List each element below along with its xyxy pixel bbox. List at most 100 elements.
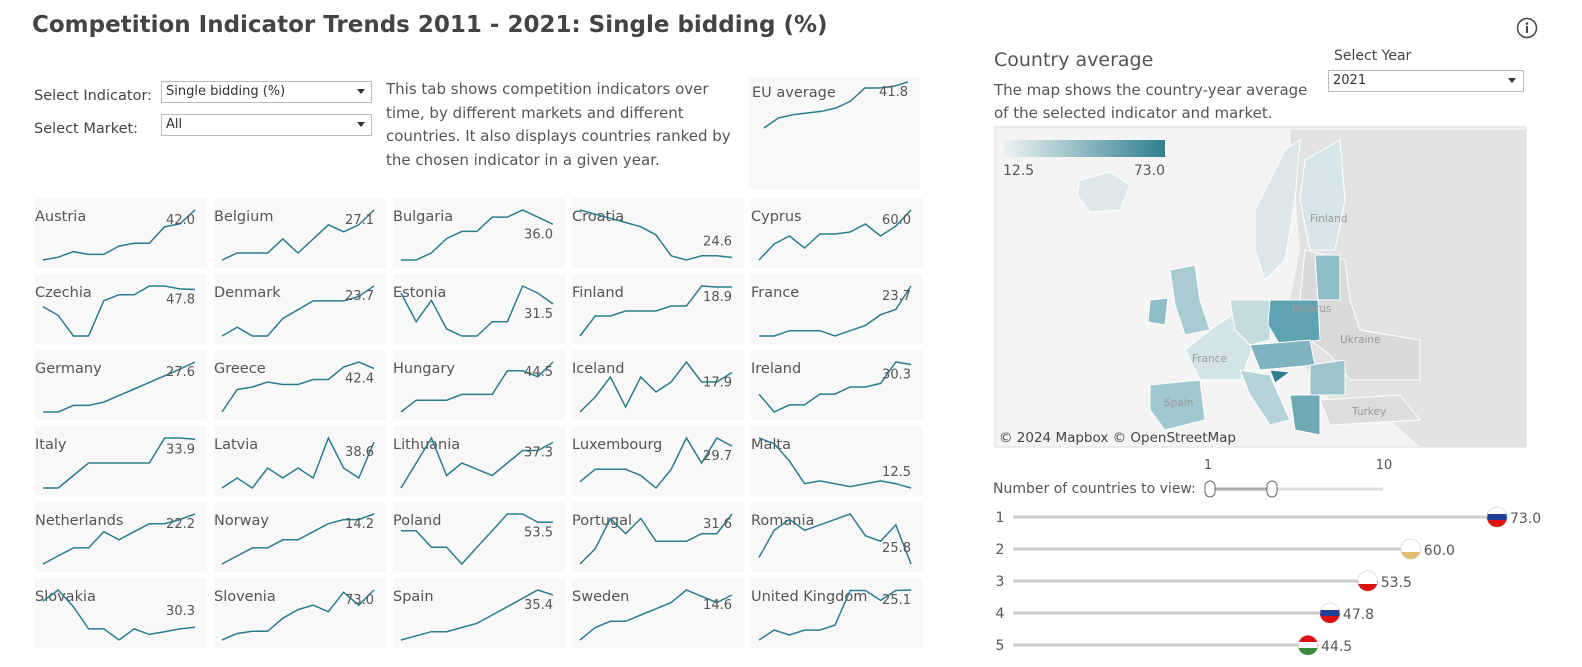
panel-title: Norway <box>214 513 269 529</box>
rank-value-label: 60.0 <box>1424 543 1455 559</box>
panel-background <box>751 502 923 572</box>
sparkline <box>400 436 554 489</box>
rank-label: 5 <box>996 638 1005 654</box>
panel-title: Slovakia <box>35 589 96 605</box>
map-description: The map shows the country-year average o… <box>994 81 1308 122</box>
panel-background <box>751 198 923 268</box>
value-label: 27.6 <box>166 365 195 380</box>
legend-max: 73.0 <box>1134 163 1165 179</box>
panel-title: Slovenia <box>214 589 276 605</box>
sparkline <box>758 361 912 413</box>
map-attribution: © 2024 Mapbox © OpenStreetMap <box>999 430 1236 446</box>
value-label: 25.8 <box>882 541 911 556</box>
description: This tab shows competition indicators ov… <box>386 80 731 169</box>
sparkline <box>400 589 554 641</box>
panel-title: Denmark <box>214 285 281 301</box>
panel-background <box>214 502 386 572</box>
dropdown-value: Single bidding (%) <box>166 84 286 99</box>
flag <box>1297 634 1319 656</box>
panel-title: Croatia <box>572 209 624 225</box>
sparkline <box>758 437 912 489</box>
value-label: 60.0 <box>882 213 911 228</box>
slider-tick-label: 1 <box>1204 458 1212 473</box>
sparkline <box>401 513 553 566</box>
panel-title: Estonia <box>393 285 446 301</box>
sparkline <box>758 209 912 261</box>
map-place-label: Ukraine <box>1340 334 1381 346</box>
value-label: 27.1 <box>345 213 374 228</box>
panel-background <box>749 77 920 189</box>
panel-title: Greece <box>214 361 266 377</box>
map-place-label: Spain <box>1164 397 1193 409</box>
value-label: 31.6 <box>703 517 732 532</box>
panel-background <box>393 502 565 572</box>
market-dropdown[interactable]: All <box>161 114 372 136</box>
value-label: 23.7 <box>882 289 911 304</box>
flag <box>1400 549 1421 559</box>
panel-title: United Kingdom <box>751 589 867 605</box>
sparkline <box>579 285 732 337</box>
sparkline <box>579 360 733 413</box>
sparkline <box>579 589 733 641</box>
panel-title: Bulgaria <box>393 209 453 225</box>
value-label: 35.4 <box>524 598 553 613</box>
year-dropdown[interactable]: 2021 <box>1328 70 1524 92</box>
panel-background <box>751 350 923 420</box>
panel-title: France <box>751 285 799 301</box>
panel-background <box>393 350 565 420</box>
sparkline <box>401 209 554 261</box>
value-label: 31.5 <box>524 307 553 322</box>
panel-title: Poland <box>393 513 441 529</box>
panel-background <box>751 578 923 648</box>
slider[interactable] <box>1204 480 1383 498</box>
indicator-dropdown[interactable]: Single bidding (%) <box>161 81 372 103</box>
rank-label: 2 <box>996 542 1005 558</box>
panel-background <box>572 426 744 496</box>
sparkline <box>221 361 375 413</box>
panel-background <box>393 198 565 268</box>
flag <box>1400 538 1422 560</box>
slider-label: Number of countries to view: <box>993 481 1196 497</box>
value-label: 25.1 <box>882 593 911 608</box>
flag <box>1487 514 1507 520</box>
flag <box>1357 570 1379 592</box>
rank-label: 3 <box>996 574 1005 590</box>
panel-title: Austria <box>35 209 86 225</box>
map-place-label: Belarus <box>1292 303 1331 315</box>
sparkline <box>43 437 196 489</box>
panel-title: Czechia <box>35 285 92 301</box>
panel-background <box>214 274 386 344</box>
dropdown-value: All <box>166 117 183 132</box>
sparkline <box>763 81 909 129</box>
panel-background <box>393 578 565 648</box>
panel-title: Hungary <box>393 361 455 377</box>
flag <box>1357 581 1378 591</box>
panel-background <box>572 578 744 648</box>
panel-title: Germany <box>35 361 102 377</box>
map-place-label: Finland <box>1310 213 1348 225</box>
value-label: 22.2 <box>166 517 195 532</box>
value-label: 33.9 <box>166 442 195 457</box>
sparkline <box>42 588 196 641</box>
sparkline <box>221 589 375 641</box>
panel-title: Latvia <box>214 437 258 453</box>
panel-title: Netherlands <box>35 513 123 529</box>
value-label: 37.3 <box>524 445 553 460</box>
panel-title: Luxembourg <box>572 437 662 453</box>
panel-background <box>214 198 386 268</box>
sparkline <box>579 436 733 490</box>
sparkline <box>42 285 196 337</box>
flag <box>1298 645 1319 655</box>
sparkline <box>221 436 375 490</box>
panel-background <box>751 426 923 496</box>
panel-title: Lithuania <box>393 437 460 453</box>
info-icon[interactable] <box>1516 17 1538 39</box>
panel-title: Italy <box>35 437 67 453</box>
panel-background <box>393 426 565 496</box>
sparkline <box>400 284 554 337</box>
sparkline <box>221 209 375 261</box>
year-label: Select Year <box>1334 48 1412 64</box>
value-label: 38.6 <box>345 445 374 460</box>
slider-tick-label: 10 <box>1376 458 1393 473</box>
panel-title: EU average <box>752 85 836 101</box>
